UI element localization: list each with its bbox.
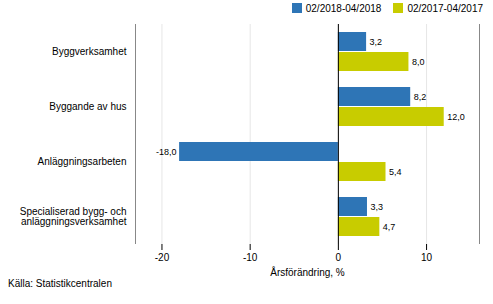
svg-text:5,4: 5,4 [389,167,402,177]
html-text:Källa: Statistikcentralen: Källa: Statistikcentralen [8,278,112,289]
svg-text:0: 0 [336,252,342,263]
svg-text:4,7: 4,7 [383,222,396,232]
html-text:02/2017-04/2017: 02/2017-04/2017 [407,3,483,14]
html-text:02/2018-04/2018: 02/2018-04/2018 [305,3,382,14]
svg-text:3,2: 3,2 [370,37,383,47]
svg-text:3,3: 3,3 [370,202,383,212]
svg-text:Byggande av hus: Byggande av hus [49,101,126,112]
svg-text:10: 10 [421,252,433,263]
svg-text:8,2: 8,2 [414,92,427,102]
svg-text:-10: -10 [243,252,258,263]
svg-text:-20: -20 [155,252,170,263]
svg-text:Anläggningsarbeten: Anläggningsarbeten [38,156,127,167]
svg-text:Byggverksamhet: Byggverksamhet [52,46,127,57]
svg-text:12,0: 12,0 [447,112,465,122]
svg-text:8,0: 8,0 [412,57,425,67]
svg-text:Specialiserad bygg- ochanläggn: Specialiserad bygg- ochanläggningsverksa… [20,206,127,227]
svg-text:Årsförändring, %: Årsförändring, % [270,266,345,278]
svg-text:-18,0: -18,0 [156,147,177,157]
